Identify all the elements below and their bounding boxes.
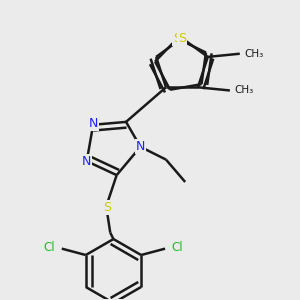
Text: S: S — [178, 32, 186, 45]
Text: N: N — [88, 117, 98, 130]
Text: CH₃: CH₃ — [235, 85, 254, 95]
Text: Cl: Cl — [172, 241, 183, 254]
Text: S: S — [103, 201, 111, 214]
Text: Cl: Cl — [44, 241, 56, 254]
Text: N: N — [82, 155, 92, 168]
Text: N: N — [136, 140, 145, 153]
Text: S: S — [173, 32, 181, 45]
Text: CH₃: CH₃ — [244, 49, 264, 59]
